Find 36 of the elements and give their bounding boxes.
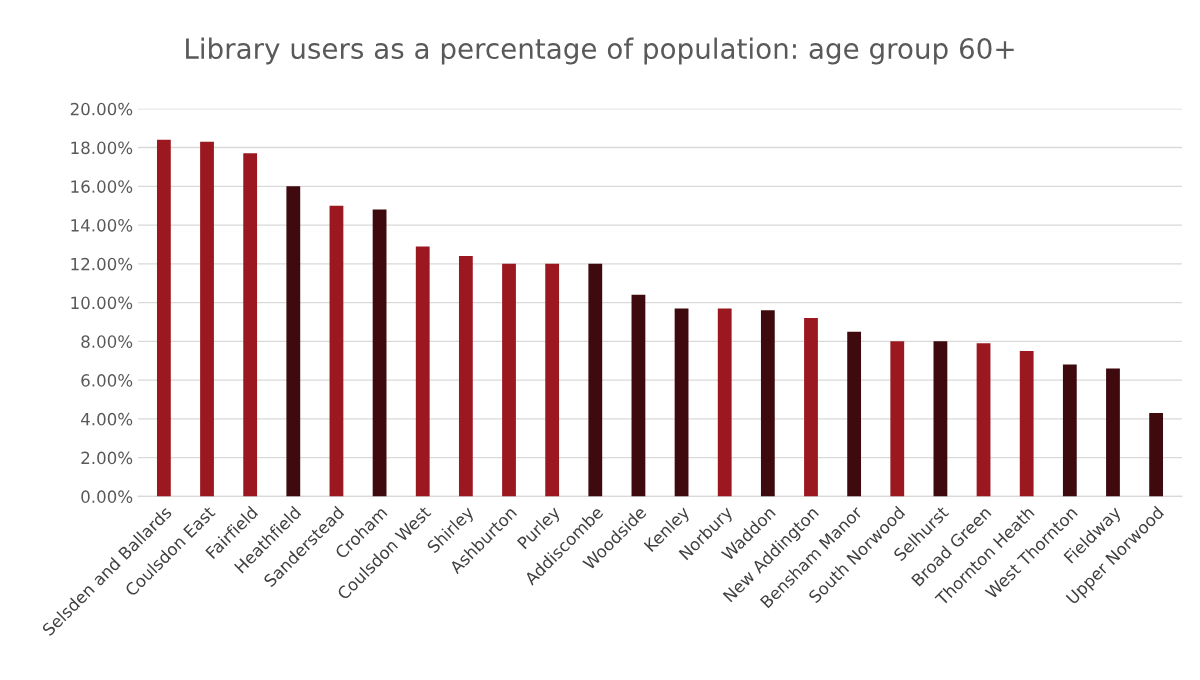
bar [933, 341, 948, 497]
bar [847, 331, 862, 497]
bar [200, 141, 214, 497]
bar [502, 263, 516, 497]
y-tick-label: 8.00% [81, 335, 133, 348]
y-tick-label: 10.00% [71, 296, 133, 310]
y-tick-label: 4.00% [81, 412, 133, 426]
y-tick-label: 0.00% [81, 490, 133, 503]
bar [1106, 368, 1120, 497]
bar [243, 153, 258, 497]
y-tick-label: 18.00% [71, 141, 133, 155]
bar [458, 256, 473, 497]
bar [1149, 413, 1164, 497]
bar [286, 186, 301, 497]
y-tick-label: 2.00% [81, 451, 133, 465]
bar [717, 308, 732, 497]
bar [804, 318, 818, 497]
y-tick-label: 14.00% [71, 219, 133, 232]
y-tick-label: 12.00% [71, 257, 133, 271]
bar [156, 139, 171, 497]
y-tick-label: 20.00% [70, 102, 133, 116]
bar [760, 310, 775, 497]
bar [372, 209, 387, 497]
bar [415, 246, 430, 497]
bar [1062, 364, 1077, 497]
bar [674, 308, 689, 497]
bar [588, 263, 603, 497]
bar [890, 341, 905, 497]
chart-title: Library users as a percentage of population: age group 60+ [186, 37, 1014, 65]
y-tick-label: 16.00% [71, 180, 133, 193]
bar [631, 294, 646, 497]
bar [545, 263, 560, 497]
bar [329, 205, 344, 497]
bar [976, 343, 991, 497]
y-tick-label: 6.00% [81, 374, 133, 387]
bar [1019, 351, 1034, 497]
